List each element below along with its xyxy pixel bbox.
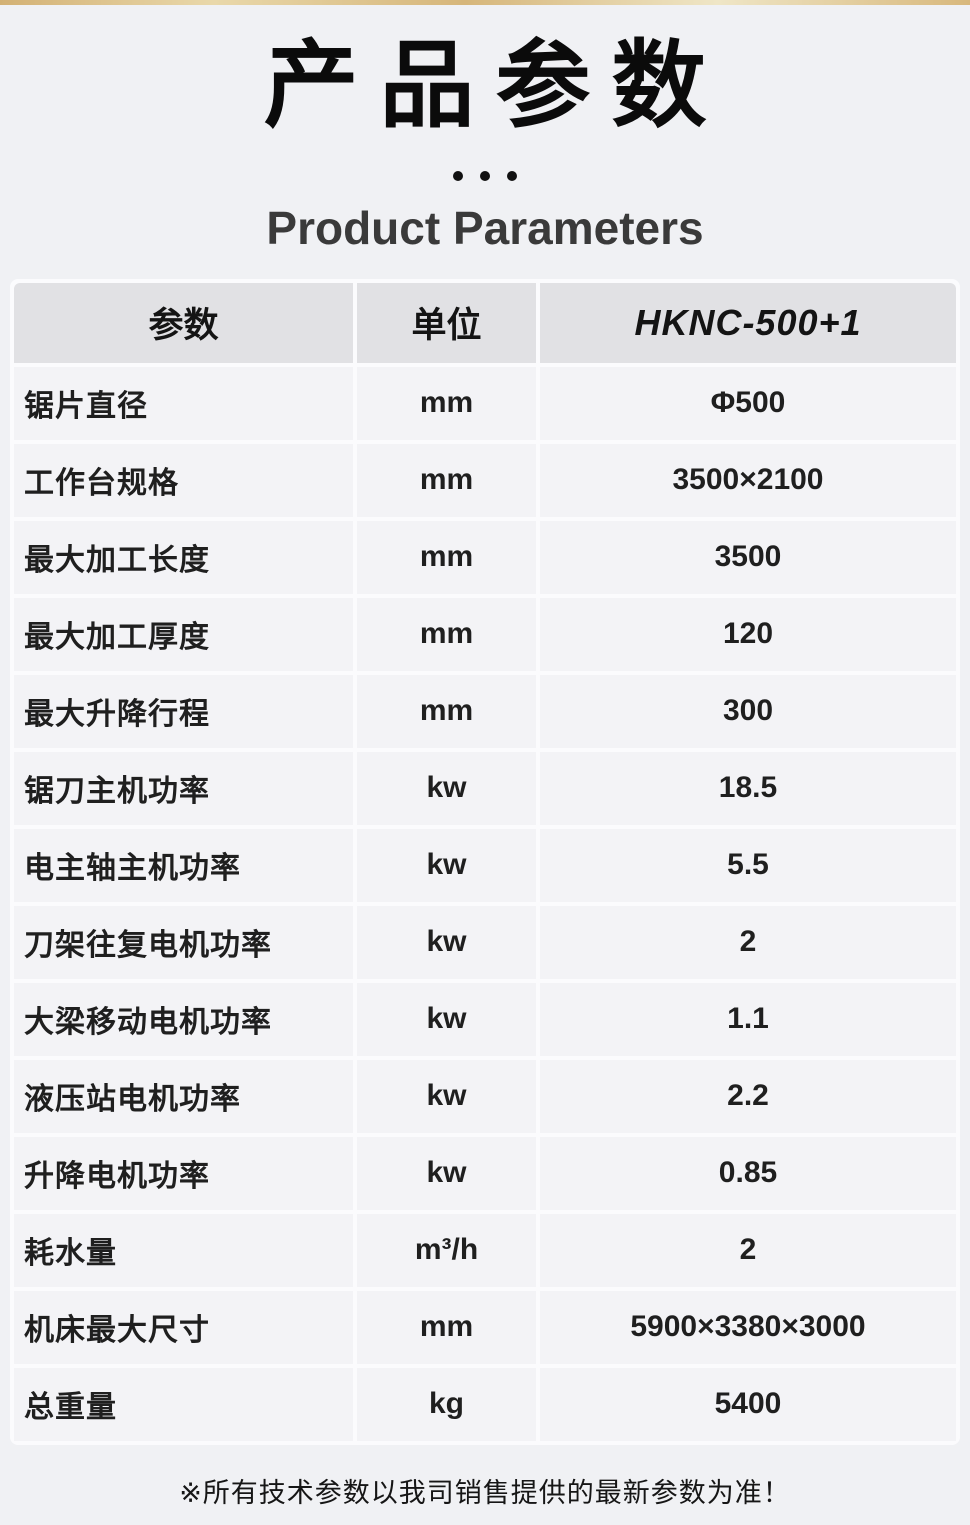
unit-cell: kw — [357, 982, 536, 1056]
value-cell: 1.1 — [540, 982, 956, 1056]
param-cell: 机床最大尺寸 — [14, 1290, 353, 1364]
accent-bar — [0, 0, 970, 5]
unit-cell: mm — [357, 443, 536, 517]
table-row: 总重量 kg 5400 — [14, 1367, 956, 1441]
column-header-unit: 单位 — [357, 282, 536, 363]
unit-cell: mm — [357, 520, 536, 594]
param-cell: 电主轴主机功率 — [14, 828, 353, 902]
table-row: 升降电机功率 kw 0.85 — [14, 1136, 956, 1210]
value-cell: 5900×3380×3000 — [540, 1290, 956, 1364]
param-cell: 总重量 — [14, 1367, 353, 1441]
unit-cell: mm — [357, 366, 536, 440]
value-cell: 3500 — [540, 520, 956, 594]
value-cell: 0.85 — [540, 1136, 956, 1210]
table-row: 液压站电机功率 kw 2.2 — [14, 1059, 956, 1133]
table-row: 最大加工厚度 mm 120 — [14, 597, 956, 671]
table-row: 最大升降行程 mm 300 — [14, 674, 956, 748]
param-cell: 刀架往复电机功率 — [14, 905, 353, 979]
unit-cell: kw — [357, 1136, 536, 1210]
value-cell: 5400 — [540, 1367, 956, 1441]
value-cell: 2 — [540, 1213, 956, 1287]
unit-cell: kw — [357, 905, 536, 979]
dot-icon — [480, 170, 490, 181]
param-cell: 锯片直径 — [14, 366, 353, 440]
page-subtitle: Product Parameters — [266, 201, 704, 254]
param-cell: 大梁移动电机功率 — [14, 982, 353, 1056]
table-row: 大梁移动电机功率 kw 1.1 — [14, 982, 956, 1056]
unit-cell: mm — [357, 674, 536, 748]
param-cell: 锯刀主机功率 — [14, 751, 353, 825]
table-row: 刀架往复电机功率 kw 2 — [14, 905, 956, 979]
param-cell: 升降电机功率 — [14, 1136, 353, 1210]
divider-dots-icon — [0, 170, 970, 181]
value-cell: 18.5 — [540, 751, 956, 825]
page-header: 产品参数 Product Parameters — [0, 27, 970, 259]
value-cell: 120 — [540, 597, 956, 671]
value-cell: Φ500 — [540, 366, 956, 440]
param-cell: 最大升降行程 — [14, 674, 353, 748]
page-title: 产品参数 — [263, 33, 728, 139]
unit-cell: mm — [357, 597, 536, 671]
table-row: 电主轴主机功率 kw 5.5 — [14, 828, 956, 902]
parameters-table: 参数 单位 HKNC-500+1 锯片直径 mm Φ500 工作台规格 mm 3… — [10, 278, 960, 1445]
unit-cell: m³/h — [357, 1213, 536, 1287]
table-row: 锯片直径 mm Φ500 — [14, 366, 956, 440]
unit-cell: kw — [357, 828, 536, 902]
dot-icon — [507, 170, 517, 181]
value-cell: 2 — [540, 905, 956, 979]
param-cell: 工作台规格 — [14, 443, 353, 517]
param-cell: 最大加工厚度 — [14, 597, 353, 671]
table-row: 锯刀主机功率 kw 18.5 — [14, 751, 956, 825]
column-header-parameter: 参数 — [14, 282, 353, 363]
unit-cell: mm — [357, 1290, 536, 1364]
table-row: 工作台规格 mm 3500×2100 — [14, 443, 956, 517]
value-cell: 300 — [540, 674, 956, 748]
unit-cell: kw — [357, 751, 536, 825]
param-cell: 最大加工长度 — [14, 520, 353, 594]
value-cell: 2.2 — [540, 1059, 956, 1133]
dot-icon — [453, 170, 463, 181]
unit-cell: kw — [357, 1059, 536, 1133]
value-cell: 5.5 — [540, 828, 956, 902]
footer-note: ※所有技术参数以我司销售提供的最新参数为准！ — [179, 1477, 791, 1508]
table-header-row: 参数 单位 HKNC-500+1 — [14, 282, 956, 363]
table-row: 最大加工长度 mm 3500 — [14, 520, 956, 594]
param-cell: 耗水量 — [14, 1213, 353, 1287]
column-header-model: HKNC-500+1 — [540, 282, 956, 363]
value-cell: 3500×2100 — [540, 443, 956, 517]
unit-cell: kg — [357, 1367, 536, 1441]
table-row: 机床最大尺寸 mm 5900×3380×3000 — [14, 1290, 956, 1364]
param-cell: 液压站电机功率 — [14, 1059, 353, 1133]
table-row: 耗水量 m³/h 2 — [14, 1213, 956, 1287]
